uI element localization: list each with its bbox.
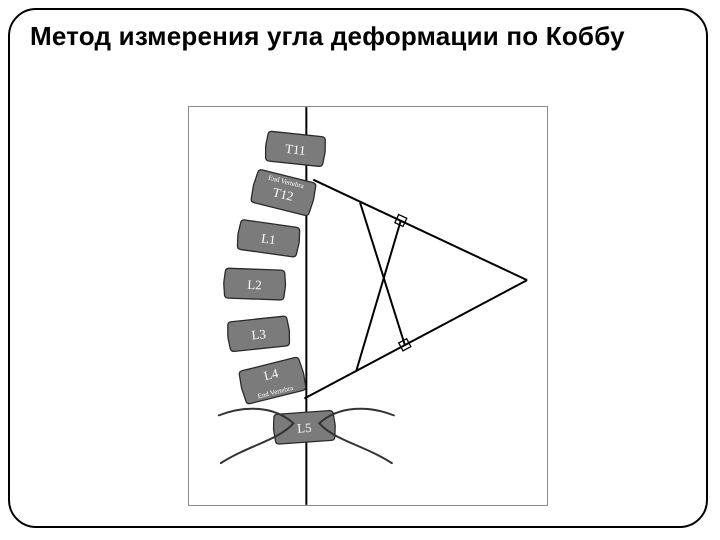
vertebra-label: L2 <box>247 277 262 292</box>
vertebra-t11: T11 <box>264 131 326 167</box>
vertebra-l1: L1 <box>236 219 301 257</box>
vertebra-l2: L2 <box>223 268 286 300</box>
cobb-lower-endplate-line <box>304 280 527 398</box>
figure-frame: T11End VertebraT12L1L2L3End VertebraL4L5 <box>188 106 548 506</box>
vertebra-label: L5 <box>297 420 312 436</box>
slide-frame: Метод измерения угла деформации по Коббу… <box>8 8 708 528</box>
vertebra-l4: End VertebraL4 <box>238 356 308 404</box>
slide-title: Метод измерения угла деформации по Коббу <box>30 22 686 52</box>
vertebrae-group: T11End VertebraT12L1L2L3End VertebraL4L5 <box>223 131 336 444</box>
vertebra-label: T11 <box>284 141 306 158</box>
cobb-upper-endplate-line <box>313 180 527 280</box>
vertebra-label: L3 <box>251 326 267 342</box>
vertebra-l3: L3 <box>226 316 290 352</box>
cobb-lines <box>304 180 527 399</box>
cobb-diagram: T11End VertebraT12L1L2L3End VertebraL4L5 <box>189 107 547 505</box>
cobb-upper-perpendicular <box>356 220 401 371</box>
vertebra-label: L1 <box>260 230 276 247</box>
